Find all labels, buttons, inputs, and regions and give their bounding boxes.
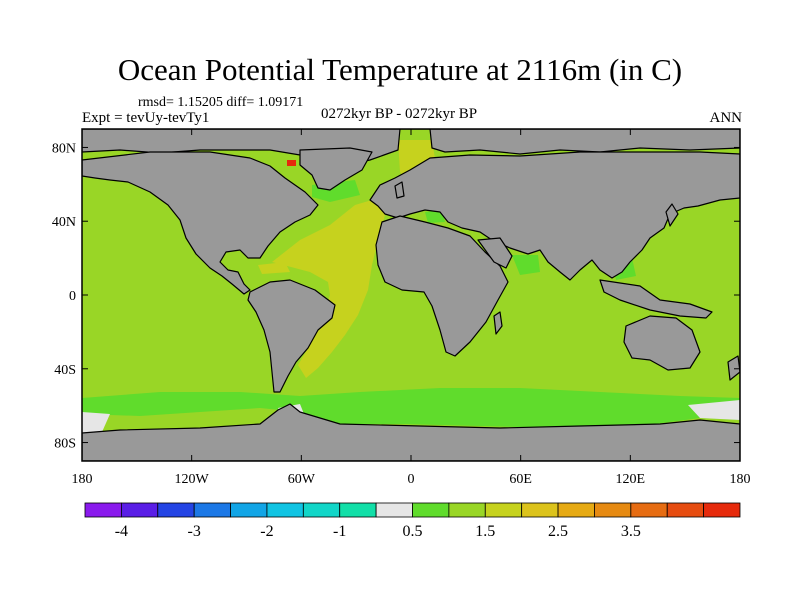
x-tick-label: 120W (175, 472, 210, 487)
colorbar-label: 3.5 (621, 523, 641, 540)
colorbar-swatch (594, 502, 632, 518)
x-tick-label: 180 (72, 472, 93, 487)
colorbar-swatch (157, 502, 195, 518)
x-tick-label: 180 (730, 472, 751, 487)
japan (665, 203, 679, 227)
x-tick-label: 60W (288, 472, 316, 487)
colorbar-label: -1 (333, 523, 346, 540)
y-tick-label: 0 (69, 289, 76, 304)
plot-title: Ocean Potential Temperature at 2116m (in… (117, 52, 683, 87)
colorbar-swatch (266, 502, 304, 518)
antarctica (82, 403, 740, 461)
map-ticks (81, 129, 741, 461)
colorbar-swatch (120, 502, 159, 518)
southeast-asia-islands (599, 279, 713, 319)
x-tick-label: 0 (408, 472, 415, 487)
greenland-hot-spot (287, 160, 296, 166)
colorbar-swatch (484, 502, 523, 518)
y-tick-label: 40S (54, 363, 76, 378)
colorbar-swatch (84, 502, 122, 518)
colorbar-swatch (557, 502, 595, 518)
eurasia (369, 151, 740, 281)
colorbar-swatch (302, 502, 341, 518)
arctic-land (82, 129, 740, 167)
colorbar-swatch (375, 502, 413, 518)
arabian-peninsula (477, 237, 513, 269)
season-label: ANN (709, 110, 743, 126)
colorbar-swatch (230, 502, 268, 518)
colorbar-swatch (521, 502, 559, 518)
experiment-label: Expt = tevUy-tevTy1 (82, 110, 210, 126)
colorbar-labels: -4 -3 -2 -1 0.5 1.5 2.5 3.5 (115, 523, 641, 540)
y-tick-label: 80S (54, 437, 76, 452)
madagascar (493, 311, 503, 335)
colorbar-swatch (339, 502, 377, 518)
colorbar-swatch (630, 502, 668, 518)
y-tick-label: 40N (52, 215, 76, 230)
north-america (82, 151, 319, 295)
colorbar-label: -3 (188, 523, 201, 540)
time-period-label: 0272kyr BP - 0272kyr BP (321, 106, 478, 122)
greenland (299, 147, 373, 191)
y-axis-labels: 80N 40N 0 40S 80S (52, 141, 76, 451)
south-america (247, 279, 336, 393)
colorbar (84, 502, 741, 518)
new-zealand (727, 355, 740, 381)
y-tick-label: 80N (52, 141, 76, 156)
colorbar-swatch (448, 502, 486, 518)
x-axis-labels: 180 120W 60W 0 60E 120E 180 (72, 472, 751, 487)
colorbar-swatch (412, 502, 450, 518)
x-tick-label: 120E (616, 472, 646, 487)
australia (623, 315, 701, 371)
rmsd-diff-stats: rmsd= 1.15205 diff= 1.09171 (138, 95, 304, 110)
colorbar-label: 2.5 (548, 523, 568, 540)
colorbar-label: -2 (260, 523, 273, 540)
southern-ocean-band (82, 180, 740, 428)
land-masses (82, 129, 740, 461)
x-tick-label: 60E (509, 472, 532, 487)
colorbar-label: -4 (115, 523, 128, 540)
colorbar-label: 0.5 (403, 523, 423, 540)
africa (375, 215, 509, 357)
colorbar-swatch (666, 502, 705, 518)
british-isles (394, 181, 405, 199)
colorbar-swatch (193, 502, 231, 518)
colorbar-label: 1.5 (475, 523, 495, 540)
colorbar-swatch (703, 502, 741, 518)
